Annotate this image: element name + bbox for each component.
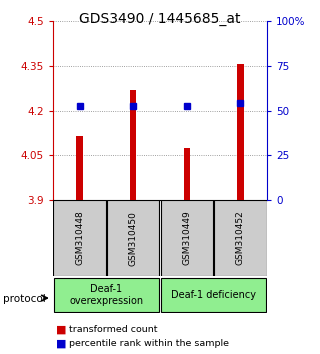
Text: GDS3490 / 1445685_at: GDS3490 / 1445685_at — [79, 12, 241, 27]
Text: transformed count: transformed count — [69, 325, 157, 335]
Text: GSM310450: GSM310450 — [129, 211, 138, 266]
FancyBboxPatch shape — [53, 200, 106, 276]
Text: protocol: protocol — [3, 294, 46, 304]
Text: percentile rank within the sample: percentile rank within the sample — [69, 339, 229, 348]
Text: Deaf-1 deficiency: Deaf-1 deficiency — [171, 290, 256, 300]
FancyBboxPatch shape — [161, 200, 213, 276]
Text: Deaf-1
overexpression: Deaf-1 overexpression — [69, 284, 143, 306]
Text: GSM310452: GSM310452 — [236, 211, 245, 266]
Text: ■: ■ — [56, 338, 67, 348]
FancyBboxPatch shape — [54, 278, 159, 312]
Text: GSM310448: GSM310448 — [75, 211, 84, 266]
Bar — [184, 148, 190, 200]
Text: ■: ■ — [56, 325, 67, 335]
FancyBboxPatch shape — [161, 278, 266, 312]
FancyBboxPatch shape — [107, 200, 159, 276]
FancyBboxPatch shape — [214, 200, 267, 276]
Bar — [237, 64, 244, 200]
Bar — [130, 90, 136, 200]
Bar — [76, 136, 83, 200]
Text: GSM310449: GSM310449 — [182, 211, 191, 266]
